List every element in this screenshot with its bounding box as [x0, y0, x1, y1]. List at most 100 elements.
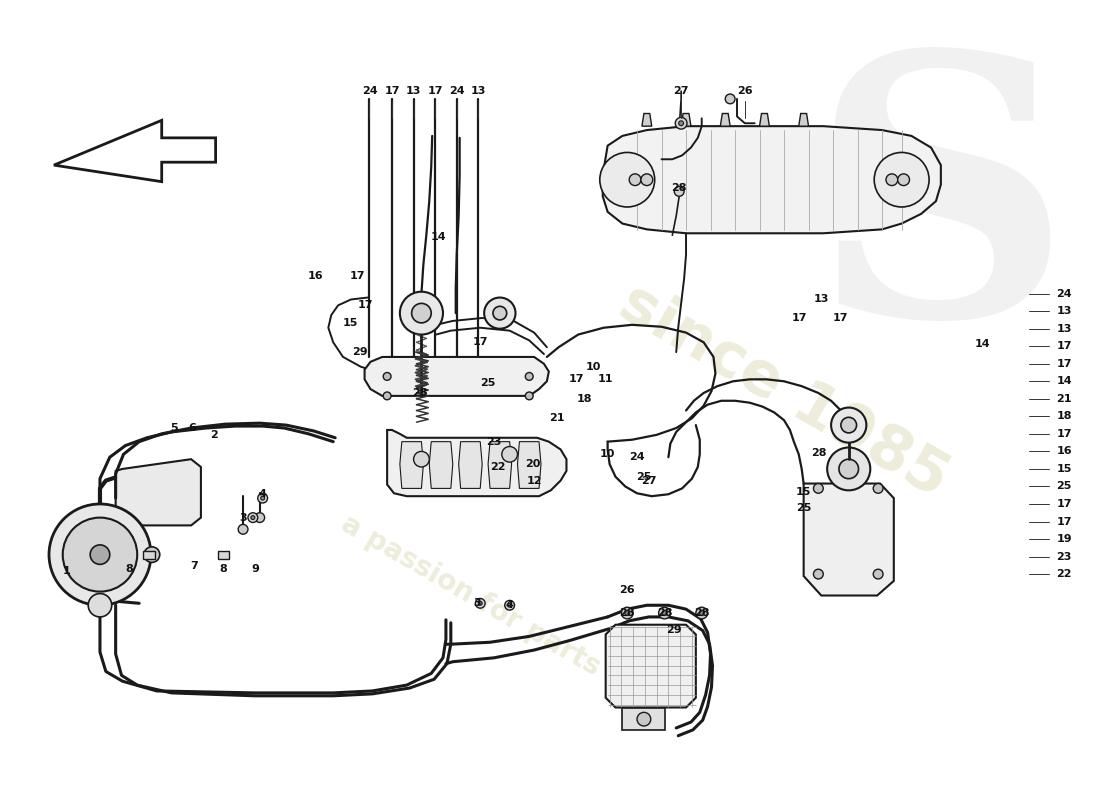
Polygon shape — [720, 114, 730, 126]
Text: 9: 9 — [251, 564, 258, 574]
Text: 14: 14 — [1056, 376, 1072, 386]
Text: 27: 27 — [641, 476, 657, 486]
Text: 17: 17 — [428, 86, 443, 96]
Text: 29: 29 — [667, 625, 682, 634]
Circle shape — [88, 594, 112, 617]
Circle shape — [600, 153, 654, 207]
Circle shape — [50, 504, 151, 606]
Circle shape — [674, 186, 684, 196]
Text: 23: 23 — [1056, 551, 1071, 562]
Circle shape — [873, 570, 883, 579]
Text: 28: 28 — [694, 608, 710, 618]
Polygon shape — [606, 625, 696, 707]
Circle shape — [383, 392, 390, 400]
Circle shape — [63, 518, 138, 592]
Text: 26: 26 — [737, 86, 752, 96]
Polygon shape — [804, 483, 894, 595]
Circle shape — [484, 298, 516, 329]
Circle shape — [257, 494, 267, 503]
Text: 22: 22 — [491, 462, 506, 472]
Text: 15: 15 — [343, 318, 359, 328]
Polygon shape — [364, 357, 549, 396]
Text: 17: 17 — [473, 338, 488, 347]
Text: 10: 10 — [585, 362, 601, 372]
Text: 4: 4 — [506, 600, 514, 610]
Text: S: S — [811, 41, 1071, 390]
Circle shape — [813, 483, 823, 494]
Text: 17: 17 — [1056, 429, 1072, 439]
Text: 25: 25 — [636, 472, 651, 482]
Text: 21: 21 — [549, 414, 564, 423]
Circle shape — [675, 118, 688, 129]
Text: 13: 13 — [814, 294, 829, 303]
Text: 17: 17 — [1056, 342, 1072, 351]
Text: 17: 17 — [358, 300, 373, 310]
Circle shape — [248, 513, 257, 522]
Polygon shape — [459, 442, 482, 488]
Circle shape — [898, 174, 910, 186]
Circle shape — [641, 174, 652, 186]
Text: 25: 25 — [796, 503, 812, 513]
Circle shape — [144, 547, 159, 562]
Text: 13: 13 — [406, 86, 421, 96]
Text: 5: 5 — [170, 423, 178, 433]
Text: 26: 26 — [619, 585, 635, 594]
Text: 16: 16 — [1056, 446, 1072, 456]
Polygon shape — [488, 442, 512, 488]
Circle shape — [839, 459, 858, 478]
Text: 13: 13 — [1056, 306, 1071, 316]
Bar — [143, 550, 155, 558]
Circle shape — [505, 600, 515, 610]
Circle shape — [637, 712, 651, 726]
Text: 28: 28 — [411, 388, 427, 398]
Circle shape — [90, 545, 110, 564]
Text: 8: 8 — [125, 564, 133, 574]
Circle shape — [411, 303, 431, 323]
Bar — [218, 550, 229, 558]
Polygon shape — [54, 120, 216, 182]
Polygon shape — [387, 430, 566, 496]
Circle shape — [261, 496, 265, 500]
Circle shape — [383, 373, 390, 380]
Text: 10: 10 — [600, 450, 615, 459]
Text: 17: 17 — [350, 271, 365, 281]
Circle shape — [662, 610, 667, 615]
Circle shape — [874, 153, 929, 207]
Text: since 1985: since 1985 — [609, 273, 959, 509]
Circle shape — [725, 94, 735, 104]
Text: 28: 28 — [657, 608, 672, 618]
Circle shape — [526, 373, 534, 380]
Text: 17: 17 — [792, 313, 807, 323]
Circle shape — [659, 607, 670, 619]
Circle shape — [625, 610, 629, 615]
Text: 17: 17 — [569, 374, 584, 384]
Polygon shape — [429, 442, 453, 488]
Circle shape — [508, 603, 512, 607]
Circle shape — [621, 607, 634, 619]
Text: 8: 8 — [220, 564, 228, 574]
Circle shape — [414, 451, 429, 467]
Text: 3: 3 — [473, 598, 481, 608]
Text: 17: 17 — [384, 86, 399, 96]
Text: 7: 7 — [190, 562, 198, 571]
Text: 17: 17 — [833, 313, 848, 323]
Text: 24: 24 — [1056, 289, 1072, 298]
Polygon shape — [681, 114, 691, 126]
Text: 25: 25 — [1056, 482, 1071, 491]
Polygon shape — [400, 442, 424, 488]
Polygon shape — [799, 114, 808, 126]
Text: 17: 17 — [1056, 499, 1072, 509]
Text: 20: 20 — [526, 459, 541, 469]
Text: 18: 18 — [576, 394, 592, 404]
Text: 15: 15 — [1056, 464, 1071, 474]
Text: 24: 24 — [449, 86, 464, 96]
Text: 17: 17 — [1056, 517, 1072, 526]
Text: 28: 28 — [812, 448, 827, 458]
Circle shape — [493, 306, 507, 320]
Text: 3: 3 — [239, 513, 246, 522]
Text: 24: 24 — [629, 452, 645, 462]
Text: 28: 28 — [671, 183, 686, 194]
Circle shape — [696, 607, 707, 619]
Circle shape — [251, 516, 255, 519]
Text: 23: 23 — [486, 437, 502, 446]
